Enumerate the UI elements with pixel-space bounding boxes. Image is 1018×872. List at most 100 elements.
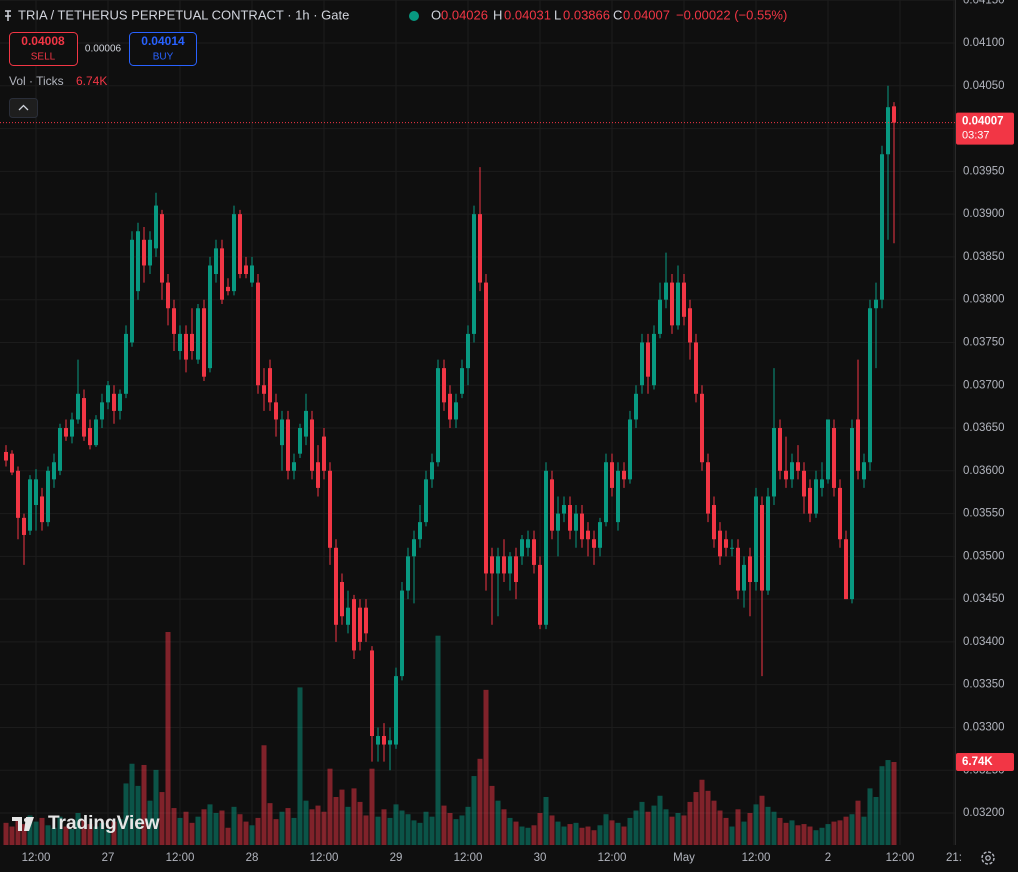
y-tick-label: 0.04150: [963, 0, 1005, 6]
candle-body: [682, 282, 686, 317]
settings-button[interactable]: [981, 851, 995, 865]
candle-body: [226, 286, 230, 292]
buy-box[interactable]: [129, 32, 197, 66]
volume-bar: [51, 827, 57, 845]
candle-body: [508, 556, 512, 574]
candle-body: [622, 470, 626, 480]
candle-body: [868, 308, 872, 463]
candle-body: [352, 599, 356, 651]
volume-bar: [261, 745, 267, 845]
volume-bar: [867, 788, 873, 845]
buy-price: 0.04014: [141, 34, 185, 48]
buy-label: BUY: [153, 52, 174, 63]
volume-bar: [711, 800, 717, 845]
volume-bar: [279, 811, 285, 845]
volume-legend: Vol · Ticks: [9, 74, 64, 88]
collapse-button[interactable]: [9, 98, 38, 118]
candle-body: [652, 333, 656, 386]
candle-body: [466, 333, 470, 369]
volume-bar: [507, 817, 513, 845]
volume-bar: [351, 788, 357, 845]
volume-bar: [795, 825, 801, 845]
volume-bar: [21, 824, 27, 845]
candle-body: [754, 496, 758, 583]
candle-body: [4, 451, 8, 461]
volume-bar: [441, 805, 447, 845]
volume-bar: [555, 821, 561, 845]
y-tick-label: 0.03650: [963, 422, 1005, 434]
y-tick-label: 0.03800: [963, 294, 1005, 306]
candle-body: [562, 505, 566, 514]
volume-bar: [561, 826, 567, 845]
volume-bar: [741, 821, 747, 845]
candle-body: [10, 453, 14, 473]
candle-body: [538, 564, 542, 625]
sell-button[interactable]: 0.04008 SELL: [9, 32, 78, 66]
volume-bar: [819, 827, 825, 845]
volume-bar: [669, 816, 675, 845]
buy-button[interactable]: 0.04014 BUY: [129, 32, 197, 66]
volume-bar: [699, 779, 705, 845]
volume-bar: [885, 760, 891, 845]
candle-body: [694, 342, 698, 394]
candle-body: [82, 398, 86, 437]
candle-body: [358, 607, 362, 642]
candle-body: [442, 368, 446, 403]
candle-body: [604, 462, 608, 523]
candle-body: [400, 590, 404, 677]
volume-bar: [219, 810, 225, 845]
candle-body: [700, 393, 704, 463]
volume-bar: [243, 821, 249, 845]
volume-bar: [843, 816, 849, 845]
volume-bar: [141, 764, 147, 845]
y-tick-label: 0.04100: [963, 37, 1005, 49]
volume-bar: [207, 804, 213, 845]
gear[interactable]: [981, 851, 995, 865]
candle-body: [136, 231, 140, 292]
volume-bar: [189, 822, 195, 845]
volume-bar: [651, 805, 657, 845]
x-tick-label: 12:00: [310, 852, 339, 864]
candle-body: [184, 333, 188, 360]
volume-bar: [831, 821, 837, 845]
volume-bar: [315, 805, 321, 845]
candle-body: [310, 419, 314, 471]
volume-bar: [723, 817, 729, 845]
sell-box[interactable]: [9, 32, 78, 66]
header: TRIA / TETHERUS PERPETUAL CONTRACT · 1h …: [5, 7, 787, 22]
volume-bar: [369, 768, 375, 845]
volume-bar: [135, 785, 141, 845]
candle-body: [658, 299, 662, 334]
y-tick-label: 0.03550: [963, 508, 1005, 520]
volume-bar: [153, 769, 159, 845]
candle-body: [544, 470, 548, 625]
candle-body: [712, 505, 716, 540]
ohlc-value: 0.04007: [623, 7, 670, 22]
volume-bar: [81, 820, 87, 845]
candle-body: [826, 419, 830, 480]
candle-body: [346, 607, 350, 625]
candle-body: [592, 539, 596, 548]
volume-bar: [183, 811, 189, 845]
candle-body: [412, 539, 416, 557]
candle-body: [616, 470, 620, 523]
x-tick-label: 21:: [946, 852, 962, 864]
ohlc-label: L: [554, 7, 561, 22]
volume-bar: [201, 809, 207, 845]
candle-body: [202, 308, 206, 377]
candle-body: [580, 513, 584, 540]
volume-bar: [657, 795, 663, 845]
candle-body: [124, 333, 128, 394]
volume-bar: [327, 768, 333, 845]
candle-body: [676, 282, 680, 326]
candle-body: [598, 522, 602, 548]
volume-bar: [411, 820, 417, 845]
volume-bar: [111, 821, 117, 845]
candle-body: [106, 385, 110, 403]
candle-body: [394, 676, 398, 745]
candle-body: [220, 248, 224, 300]
collapse-box[interactable]: [9, 98, 38, 118]
volume-bar: [537, 812, 543, 845]
x-tick-label: 12:00: [742, 852, 771, 864]
